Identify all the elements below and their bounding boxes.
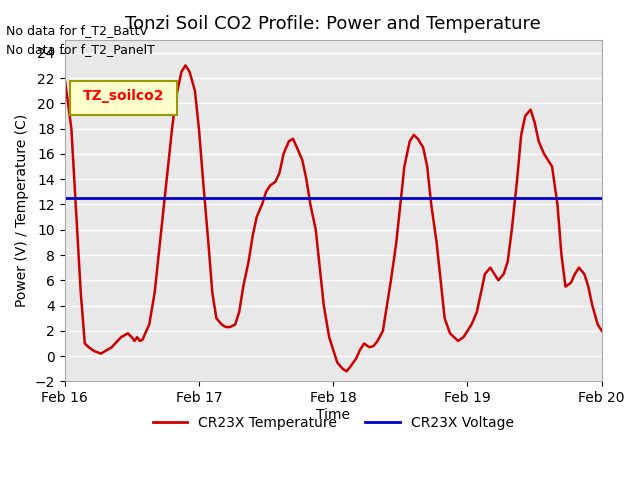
- Y-axis label: Power (V) / Temperature (C): Power (V) / Temperature (C): [15, 114, 29, 307]
- Text: No data for f_T2_PanelT: No data for f_T2_PanelT: [6, 43, 156, 56]
- X-axis label: Time: Time: [316, 408, 350, 422]
- Legend: CR23X Temperature, CR23X Voltage: CR23X Temperature, CR23X Voltage: [147, 411, 520, 436]
- Text: No data for f_T2_BattV: No data for f_T2_BattV: [6, 24, 148, 37]
- FancyBboxPatch shape: [70, 81, 177, 115]
- Text: TZ_soilco2: TZ_soilco2: [83, 89, 164, 103]
- Title: Tonzi Soil CO2 Profile: Power and Temperature: Tonzi Soil CO2 Profile: Power and Temper…: [125, 15, 541, 33]
